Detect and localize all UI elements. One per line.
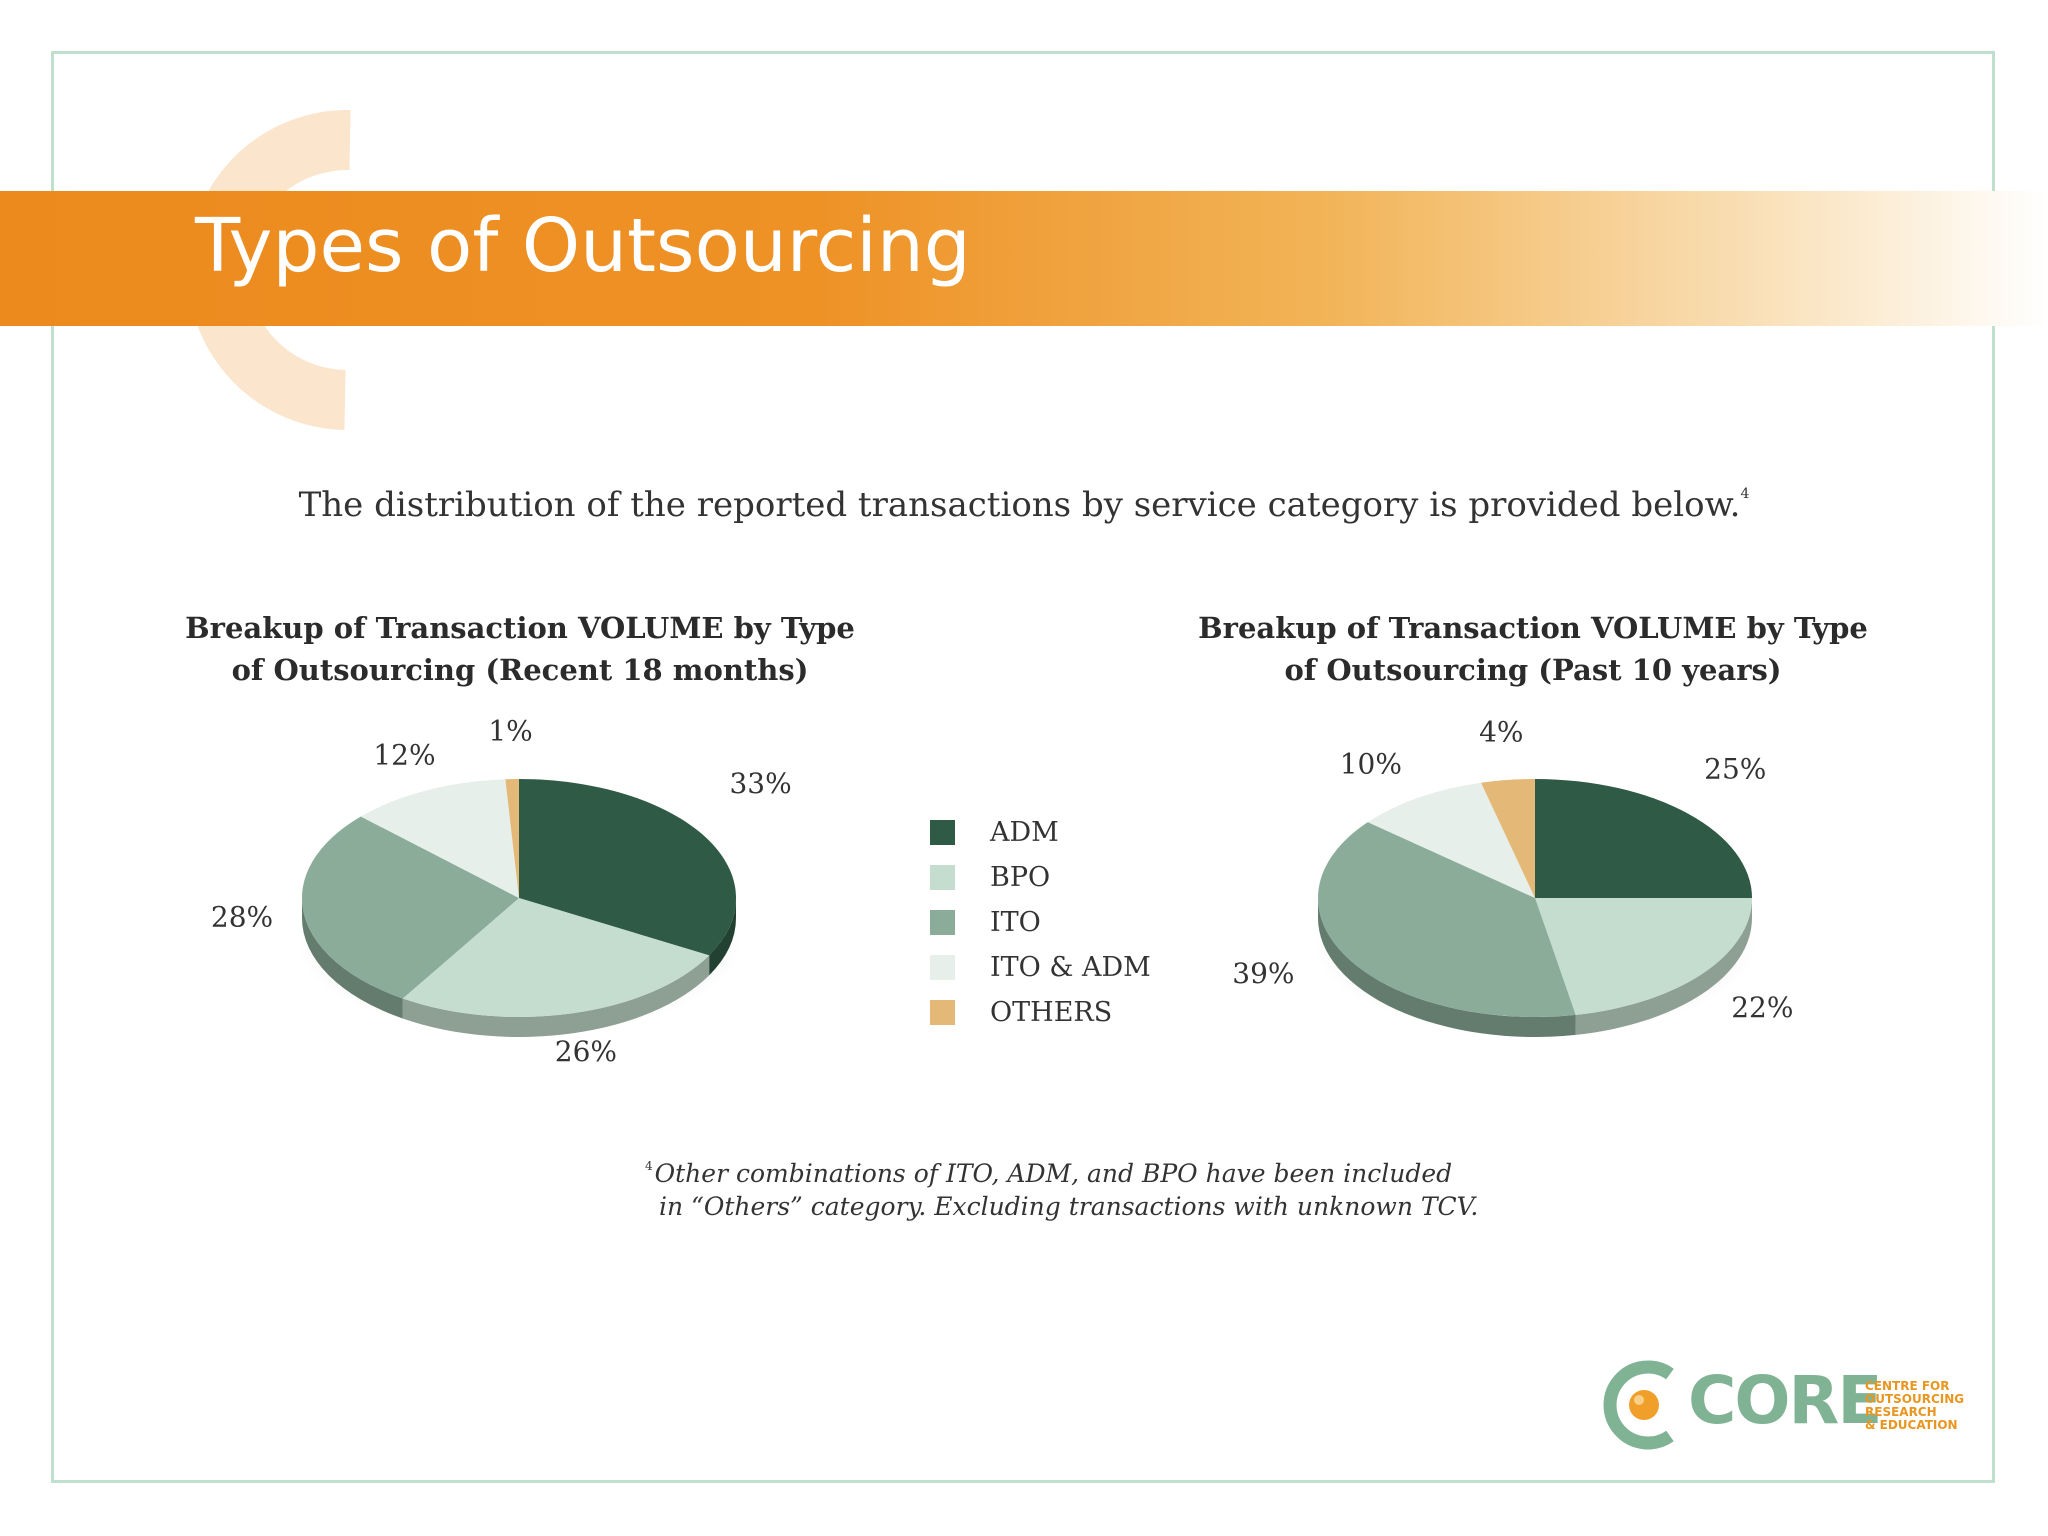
- pie-side-bpo: [402, 955, 710, 1037]
- chart-1-title-line-1: Breakup of Transaction VOLUME by Type: [185, 611, 855, 645]
- pie-slice-others: [505, 779, 519, 898]
- pie-label-ito: 28%: [211, 900, 273, 933]
- pie-side-ito: [302, 898, 403, 1019]
- pie-side-bpo: [1575, 898, 1752, 1035]
- pie-chart-past-10-years: 25% 22% 39% 10% 4%: [1232, 716, 1793, 1038]
- legend-swatch-ito: [930, 910, 955, 935]
- pie-chart-recent-18-months: 33% 26% 28% 12% 1%: [211, 715, 792, 1068]
- pie-label-bpo: 22%: [1731, 991, 1793, 1024]
- pie-label-others: 1%: [488, 715, 532, 748]
- legend-item-ito: ITO: [930, 900, 1151, 945]
- pie-slice-bpo: [402, 898, 710, 1017]
- legend-label-others: OTHERS: [990, 997, 1113, 1028]
- pie-slice-ito-adm: [1367, 782, 1535, 898]
- legend-item-ito-adm: ITO & ADM: [930, 945, 1151, 990]
- pie-slice-ito: [301, 816, 519, 999]
- legend-swatch-bpo: [930, 865, 955, 890]
- pie-label-adm: 25%: [1704, 753, 1766, 786]
- legend-label-bpo: BPO: [990, 862, 1051, 893]
- legend-label-ito-adm: ITO & ADM: [990, 952, 1151, 983]
- footnote-line-1: Other combinations of ITO, ADM, and BPO …: [654, 1159, 1453, 1188]
- pie-side-adm: [709, 898, 736, 976]
- pie-label-adm: 33%: [729, 767, 791, 800]
- pie-label-ito-adm: 10%: [1340, 747, 1402, 780]
- chart-1-title: Breakup of Transaction VOLUME by Type of…: [160, 607, 880, 691]
- pie-label-ito: 39%: [1232, 957, 1294, 990]
- pie-slice-ito-adm: [360, 779, 519, 898]
- legend: ADM BPO ITO ITO & ADM OTHERS: [930, 810, 1151, 1035]
- intro-text: The distribution of the reported transac…: [0, 485, 2048, 525]
- legend-swatch-ito-adm: [930, 955, 955, 980]
- core-logo-mark-icon: [1603, 1360, 1674, 1450]
- page-title: Types of Outsourcing: [195, 203, 971, 289]
- chart-2-title: Breakup of Transaction VOLUME by Type of…: [1173, 607, 1893, 691]
- legend-item-others: OTHERS: [930, 990, 1151, 1035]
- pie-slice-others: [1481, 779, 1535, 898]
- legend-swatch-others: [930, 1000, 955, 1025]
- pie-label-bpo: 26%: [555, 1035, 617, 1068]
- pie-label-ito-adm: 12%: [373, 738, 435, 771]
- core-logo-tagline: CENTRE FOR OUTSOURCING RESEARCH & EDUCAT…: [1865, 1379, 1965, 1432]
- legend-swatch-adm: [930, 820, 955, 845]
- pie-slice-adm: [1535, 779, 1752, 898]
- chart-1-title-line-2: of Outsourcing (Recent 18 months): [231, 653, 809, 687]
- legend-item-adm: ADM: [930, 810, 1151, 855]
- chart-2-title-line-2: of Outsourcing (Past 10 years): [1284, 653, 1782, 687]
- core-logo: CORE CENTRE FOR OUTSOURCING RESEARCH & E…: [1600, 1360, 1970, 1450]
- legend-label-ito: ITO: [990, 907, 1041, 938]
- core-logo-word: CORE: [1688, 1362, 1882, 1439]
- pie-label-others: 4%: [1479, 716, 1523, 749]
- chart-2-title-line-1: Breakup of Transaction VOLUME by Type: [1198, 611, 1868, 645]
- slide-frame: [51, 51, 1995, 1483]
- pie-slice-adm: [519, 779, 736, 956]
- intro-footnote-ref: 4: [1740, 486, 1750, 502]
- footnote-line-2: in “Others” category. Excluding transact…: [659, 1192, 1479, 1221]
- footnote: 4Other combinations of ITO, ADM, and BPO…: [645, 1150, 1478, 1223]
- footnote-ref: 4: [645, 1159, 653, 1173]
- pie-slice-bpo: [1535, 898, 1752, 1015]
- legend-label-adm: ADM: [990, 817, 1059, 848]
- pie-slice-ito: [1318, 822, 1576, 1018]
- title-band: [0, 191, 2048, 326]
- pie-side-ito: [1318, 898, 1576, 1038]
- legend-item-bpo: BPO: [930, 855, 1151, 900]
- intro-sentence: The distribution of the reported transac…: [298, 485, 1741, 525]
